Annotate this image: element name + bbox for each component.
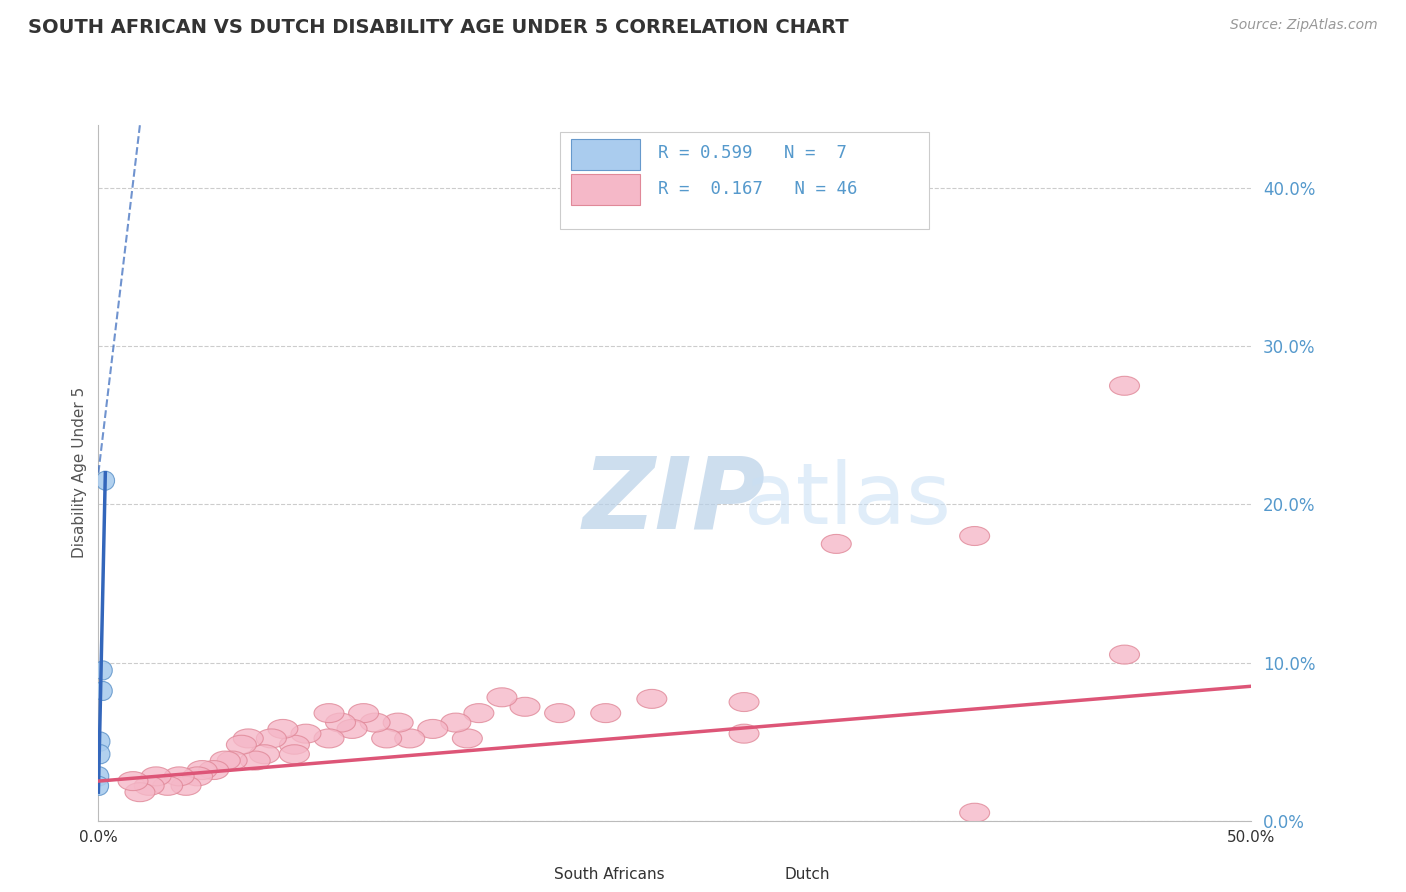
Ellipse shape xyxy=(94,681,112,700)
Ellipse shape xyxy=(165,767,194,786)
Ellipse shape xyxy=(187,761,217,780)
Ellipse shape xyxy=(198,761,229,780)
FancyBboxPatch shape xyxy=(513,863,546,886)
Ellipse shape xyxy=(314,729,344,747)
Ellipse shape xyxy=(314,704,344,723)
Ellipse shape xyxy=(134,776,165,796)
Ellipse shape xyxy=(418,720,447,739)
Text: atlas: atlas xyxy=(744,459,952,542)
Ellipse shape xyxy=(960,526,990,546)
Ellipse shape xyxy=(256,729,287,747)
Ellipse shape xyxy=(233,729,263,747)
Ellipse shape xyxy=(226,735,256,755)
Ellipse shape xyxy=(371,729,402,747)
Ellipse shape xyxy=(349,704,378,723)
Ellipse shape xyxy=(240,751,270,770)
Ellipse shape xyxy=(591,704,620,723)
Ellipse shape xyxy=(90,776,108,796)
Ellipse shape xyxy=(821,534,851,553)
Ellipse shape xyxy=(183,767,212,786)
Ellipse shape xyxy=(153,776,183,796)
Ellipse shape xyxy=(172,776,201,796)
FancyBboxPatch shape xyxy=(571,139,640,170)
Y-axis label: Disability Age Under 5: Disability Age Under 5 xyxy=(72,387,87,558)
Ellipse shape xyxy=(326,713,356,732)
Ellipse shape xyxy=(384,713,413,732)
Ellipse shape xyxy=(280,735,309,755)
Text: Dutch: Dutch xyxy=(785,867,830,881)
Text: R = 0.599   N =  7: R = 0.599 N = 7 xyxy=(658,144,846,161)
Ellipse shape xyxy=(1109,645,1139,664)
Ellipse shape xyxy=(269,720,298,739)
Ellipse shape xyxy=(280,745,309,764)
Text: South Africans: South Africans xyxy=(554,867,665,881)
Ellipse shape xyxy=(291,724,321,743)
Text: SOUTH AFRICAN VS DUTCH DISABILITY AGE UNDER 5 CORRELATION CHART: SOUTH AFRICAN VS DUTCH DISABILITY AGE UN… xyxy=(28,18,849,37)
Ellipse shape xyxy=(249,745,280,764)
Ellipse shape xyxy=(464,704,494,723)
Ellipse shape xyxy=(730,692,759,712)
Ellipse shape xyxy=(453,729,482,747)
Text: ZIP: ZIP xyxy=(582,452,766,549)
Ellipse shape xyxy=(96,471,114,490)
Ellipse shape xyxy=(486,688,517,706)
Ellipse shape xyxy=(337,720,367,739)
Ellipse shape xyxy=(510,698,540,716)
Text: R =  0.167   N = 46: R = 0.167 N = 46 xyxy=(658,180,858,198)
Ellipse shape xyxy=(544,704,575,723)
Ellipse shape xyxy=(141,767,172,786)
Ellipse shape xyxy=(1109,376,1139,395)
Ellipse shape xyxy=(395,729,425,747)
Ellipse shape xyxy=(960,803,990,822)
Ellipse shape xyxy=(730,724,759,743)
Ellipse shape xyxy=(118,772,148,790)
Ellipse shape xyxy=(90,767,108,786)
Ellipse shape xyxy=(94,661,112,680)
FancyBboxPatch shape xyxy=(571,174,640,205)
FancyBboxPatch shape xyxy=(744,863,776,886)
Ellipse shape xyxy=(441,713,471,732)
Ellipse shape xyxy=(637,690,666,708)
Ellipse shape xyxy=(91,745,110,764)
Ellipse shape xyxy=(91,732,110,751)
Ellipse shape xyxy=(217,751,247,770)
FancyBboxPatch shape xyxy=(560,132,928,229)
Ellipse shape xyxy=(360,713,389,732)
Text: Source: ZipAtlas.com: Source: ZipAtlas.com xyxy=(1230,18,1378,32)
Ellipse shape xyxy=(125,782,155,802)
Ellipse shape xyxy=(211,751,240,770)
